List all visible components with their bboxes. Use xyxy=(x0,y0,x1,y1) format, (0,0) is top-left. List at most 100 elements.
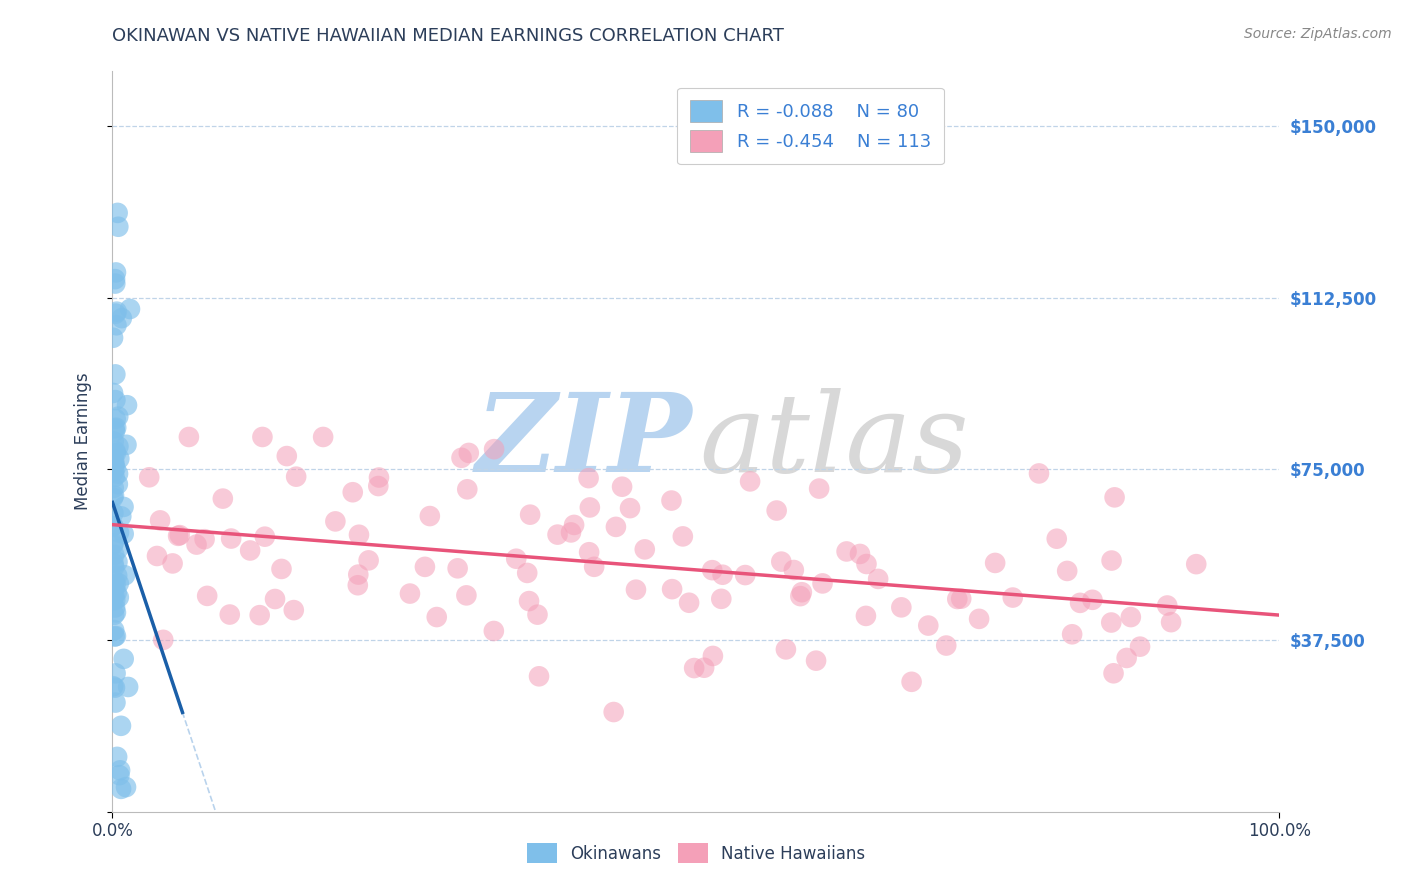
Point xyxy=(104,470,127,484)
Point xyxy=(775,642,797,657)
Point xyxy=(765,503,787,517)
Point xyxy=(105,318,128,333)
Point xyxy=(104,630,127,644)
Point xyxy=(1185,557,1208,571)
Point xyxy=(107,467,129,481)
Point xyxy=(103,560,125,574)
Point xyxy=(868,572,890,586)
Point xyxy=(108,768,131,782)
Point xyxy=(167,529,190,543)
Point xyxy=(399,586,422,600)
Point xyxy=(702,563,724,577)
Point xyxy=(115,780,138,794)
Point xyxy=(118,301,141,316)
Point xyxy=(325,515,347,529)
Point xyxy=(103,536,125,550)
Point xyxy=(114,568,136,582)
Point xyxy=(1081,592,1104,607)
Point xyxy=(702,648,724,663)
Point xyxy=(634,542,657,557)
Point xyxy=(1129,640,1152,654)
Point xyxy=(624,582,647,597)
Point xyxy=(115,438,138,452)
Point xyxy=(105,750,128,764)
Point xyxy=(560,525,582,540)
Point xyxy=(734,568,756,582)
Point xyxy=(368,470,391,484)
Point xyxy=(103,574,125,588)
Point xyxy=(457,446,479,460)
Point xyxy=(519,508,541,522)
Point xyxy=(101,519,124,533)
Point xyxy=(579,500,602,515)
Point xyxy=(108,764,131,778)
Point xyxy=(482,442,505,457)
Point xyxy=(103,589,125,603)
Point xyxy=(104,681,127,695)
Point xyxy=(347,567,370,582)
Point xyxy=(619,501,641,516)
Point xyxy=(547,527,569,541)
Point xyxy=(104,696,127,710)
Point xyxy=(103,607,125,622)
Point xyxy=(104,593,127,607)
Point xyxy=(104,368,127,382)
Point xyxy=(661,582,683,596)
Y-axis label: Median Earnings: Median Earnings xyxy=(73,373,91,510)
Point xyxy=(105,304,128,318)
Point xyxy=(101,593,124,607)
Point xyxy=(239,543,262,558)
Point xyxy=(419,509,441,524)
Point xyxy=(984,556,1007,570)
Point xyxy=(249,608,271,623)
Point xyxy=(104,421,127,435)
Point xyxy=(1160,615,1182,629)
Point xyxy=(219,532,242,546)
Point xyxy=(783,563,806,577)
Point xyxy=(482,624,505,638)
Point xyxy=(917,618,939,632)
Point xyxy=(804,654,827,668)
Point xyxy=(1056,564,1078,578)
Point xyxy=(107,591,129,605)
Point xyxy=(270,562,292,576)
Point xyxy=(789,589,811,603)
Point xyxy=(1119,610,1142,624)
Point xyxy=(101,519,124,533)
Point xyxy=(738,475,761,489)
Point xyxy=(283,603,305,617)
Point xyxy=(101,538,124,552)
Point xyxy=(104,412,127,426)
Point xyxy=(177,430,200,444)
Point xyxy=(195,589,218,603)
Point xyxy=(1102,666,1125,681)
Point xyxy=(946,592,969,607)
Point xyxy=(602,705,624,719)
Point xyxy=(149,513,172,527)
Point xyxy=(1101,553,1123,567)
Point xyxy=(583,559,606,574)
Point xyxy=(446,561,468,575)
Point xyxy=(1062,627,1084,641)
Point xyxy=(516,566,538,580)
Point xyxy=(890,600,912,615)
Point xyxy=(672,529,695,543)
Point xyxy=(413,559,436,574)
Point xyxy=(790,585,813,599)
Point xyxy=(276,449,298,463)
Point xyxy=(1115,651,1137,665)
Point xyxy=(107,439,129,453)
Point xyxy=(218,607,240,622)
Point xyxy=(107,542,129,557)
Point xyxy=(357,553,380,567)
Point xyxy=(107,219,129,234)
Point xyxy=(104,446,127,460)
Point xyxy=(211,491,233,506)
Point xyxy=(103,556,125,570)
Point xyxy=(117,680,139,694)
Point xyxy=(104,393,127,408)
Point xyxy=(104,444,127,458)
Point xyxy=(456,483,478,497)
Point xyxy=(312,430,335,444)
Point xyxy=(103,489,125,503)
